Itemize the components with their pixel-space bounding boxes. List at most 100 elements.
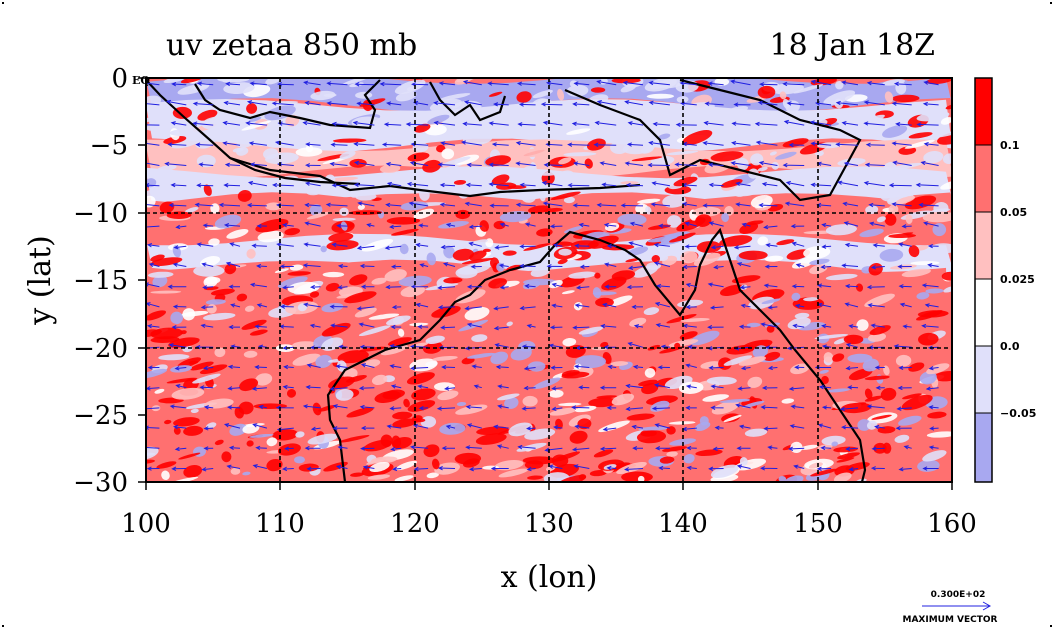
wind-vector (817, 423, 832, 429)
wind-vector (895, 425, 912, 431)
vorticity-blob (922, 211, 952, 223)
vorticity-blob (550, 191, 581, 201)
vorticity-blob (833, 472, 852, 482)
vorticity-blob (668, 421, 696, 425)
wind-vector (280, 304, 294, 309)
vorticity-blob (403, 398, 410, 408)
vorticity-blob (241, 319, 267, 330)
wind-vector (604, 262, 617, 267)
wind-vector (408, 201, 429, 207)
vorticity-blob (761, 298, 781, 305)
vorticity-blob (898, 146, 917, 155)
vorticity-blobs (146, 78, 952, 482)
wind-vector (248, 141, 267, 146)
wind-vector (326, 81, 348, 86)
vorticity-blob (694, 421, 711, 431)
vorticity-blob (327, 176, 359, 182)
vorticity-blob (344, 291, 377, 304)
vorticity-blob (491, 174, 510, 185)
wind-vector (146, 203, 160, 207)
wind-vector (255, 445, 267, 451)
wind-vector (820, 445, 832, 451)
wind-vector (254, 365, 267, 370)
vorticity-blob (532, 377, 561, 390)
x-tick-label: 110 (255, 509, 305, 539)
wind-vector (310, 426, 321, 431)
vorticity-blob (692, 206, 721, 217)
vorticity-blob (192, 373, 221, 384)
wind-vector (870, 265, 885, 270)
wind-vector (304, 181, 321, 187)
wind-vector (686, 465, 697, 471)
vorticity-blob (556, 170, 575, 184)
vorticity-blob (810, 468, 838, 477)
vorticity-blob (287, 271, 311, 276)
wind-vector (736, 262, 751, 267)
vorticity-blob (562, 290, 575, 295)
vorticity-blob (666, 150, 699, 156)
vorticity-blob (821, 435, 846, 446)
vorticity-blob (940, 117, 952, 125)
wind-vector (650, 202, 670, 207)
wind-vector (223, 423, 241, 429)
wind-vector (685, 304, 697, 310)
vorticity-blob (857, 419, 871, 431)
vorticity-blob (423, 444, 440, 458)
wind-vector (594, 120, 617, 126)
wind-vector (518, 102, 536, 107)
vorticity-blob (346, 407, 374, 418)
plot-area (146, 78, 952, 482)
vorticity-blob (155, 190, 184, 200)
vorticity-blob (173, 417, 200, 427)
x-tick-label: 120 (390, 509, 440, 539)
vorticity-blob (837, 158, 866, 167)
vorticity-blob (636, 430, 667, 444)
vorticity-blob (653, 118, 665, 124)
vorticity-blob (738, 250, 768, 261)
wind-vector (620, 203, 644, 208)
vorticity-blob (584, 158, 593, 169)
vorticity-blob (488, 91, 503, 97)
wind-vector (765, 243, 778, 248)
vorticity-blob (394, 475, 414, 482)
vorticity-blob (621, 471, 653, 482)
vorticity-blob (764, 255, 784, 262)
vorticity-blob (361, 238, 394, 252)
wind-vector (603, 222, 617, 228)
vorticity-blob (575, 405, 597, 413)
wind-vector (786, 101, 805, 106)
wind-vector (903, 445, 912, 450)
wind-vector (199, 385, 214, 390)
vorticity-blob (833, 446, 858, 453)
colorbar-swatch (975, 212, 992, 279)
wind-vector (487, 81, 509, 86)
wind-vector (628, 265, 644, 270)
vorticity-blob (569, 430, 588, 444)
vorticity-blob (662, 446, 687, 452)
vorticity-blob (879, 248, 904, 262)
vorticity-blob (309, 291, 320, 298)
wind-vector (920, 160, 939, 166)
vorticity-blob (188, 360, 199, 365)
vorticity-blob (736, 123, 746, 132)
wind-vector (466, 162, 482, 168)
vorticity-blob (695, 449, 723, 457)
wind-vector (282, 223, 294, 228)
wind-vector (760, 405, 778, 410)
vorticity-blob (667, 215, 682, 228)
vorticity-blob (384, 269, 407, 282)
vorticity-blob (230, 467, 241, 475)
wind-vector (674, 162, 697, 167)
vorticity-blob (454, 452, 482, 465)
wind-vector (195, 142, 214, 147)
vorticity-blob (943, 286, 952, 293)
wind-vector (708, 221, 724, 227)
wind-vector (702, 141, 724, 146)
vorticity-blob (339, 207, 349, 217)
vorticity-blob (821, 375, 829, 385)
wind-vector (654, 302, 671, 308)
vorticity-blob (154, 388, 165, 394)
vorticity-blob (905, 214, 913, 224)
wind-vector (712, 446, 724, 451)
wind-vector (226, 464, 241, 469)
